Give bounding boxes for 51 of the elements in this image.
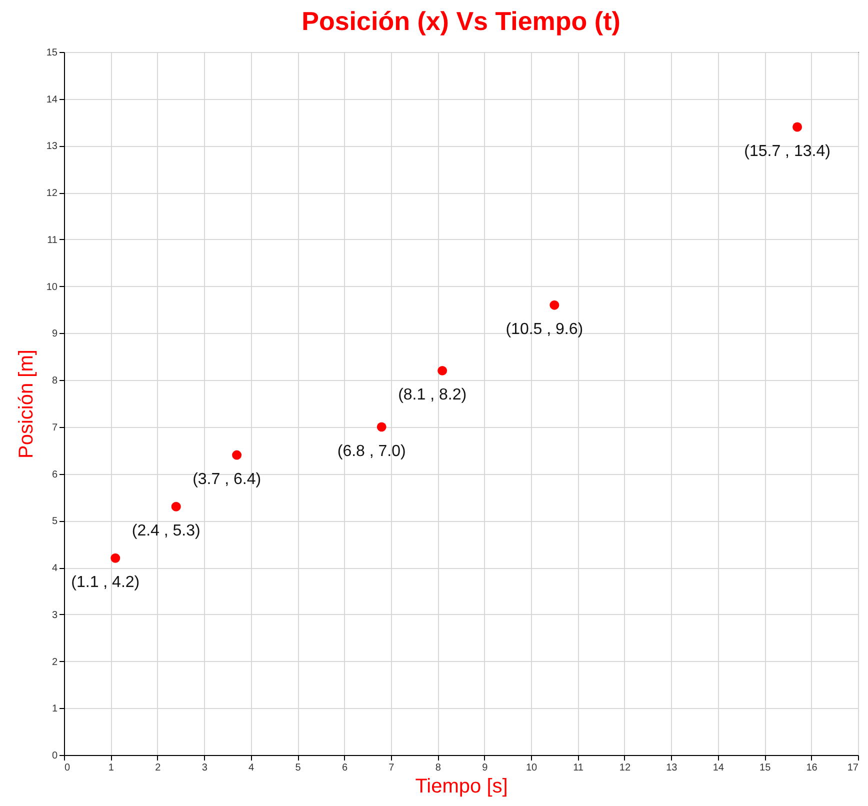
x-tick-label: 8 [435,762,442,774]
x-tick-label: 11 [573,762,584,774]
y-tick-label: 4 [52,563,58,574]
x-tick-label: 2 [155,762,162,774]
data-label: (6.8 , 7.0) [337,442,406,460]
x-tick-label: 3 [202,762,208,774]
y-tick-label: 13 [46,141,58,152]
x-tick-label: 4 [248,762,255,774]
point [438,366,448,376]
point [110,553,120,563]
x-tick-label: 16 [806,762,818,774]
point [376,422,386,432]
x-tick-label: 14 [712,762,724,774]
point [550,300,560,310]
y-axis-title: Posición [m] [15,350,38,458]
x-tick-label: 7 [388,762,395,774]
y-tick-label: 10 [46,282,58,293]
point [232,450,242,460]
y-tick-label: 8 [52,376,58,387]
x-tick-label: 5 [295,762,302,774]
y-tick-label: 9 [52,328,58,340]
y-tick-label: 0 [52,750,58,762]
y-tick-label: 11 [47,234,58,246]
data-label: (1.1 , 4.2) [71,574,140,592]
x-axis-title: Tiempo [s] [415,776,508,798]
y-tick-label: 2 [52,656,58,668]
data-label: (15.7 , 13.4) [744,142,830,160]
x-tick-label: 1 [108,762,114,774]
data-label: (3.7 , 6.4) [192,471,262,488]
x-tick-label: 9 [482,762,488,774]
y-tick-label: 14 [46,94,58,106]
x-tick-label: 12 [619,762,631,774]
x-tick-label: 10 [526,762,538,774]
x-tick-label: 17 [847,762,859,774]
y-tick-label: 7 [52,422,58,434]
chart-title: Posición (x) Vs Tiempo (t) [302,6,620,36]
y-tick-label: 5 [52,516,58,528]
data-label: (10.5 , 9.6) [506,321,584,338]
x-tick-label: 6 [342,762,348,774]
y-tick-label: 12 [46,188,58,200]
y-tick-label: 1 [52,704,58,715]
y-tick-label: 3 [52,610,58,621]
data-label: (2.4 , 5.3) [132,522,200,540]
y-tick-label: 6 [52,469,58,480]
data-label: (8.1 , 8.2) [398,386,467,404]
x-tick-label: 0 [64,762,70,774]
point [171,502,181,512]
y-tick-label: 15 [46,48,58,58]
point [792,122,802,132]
x-tick-label: 13 [666,762,678,774]
x-tick-label: 15 [760,762,772,774]
